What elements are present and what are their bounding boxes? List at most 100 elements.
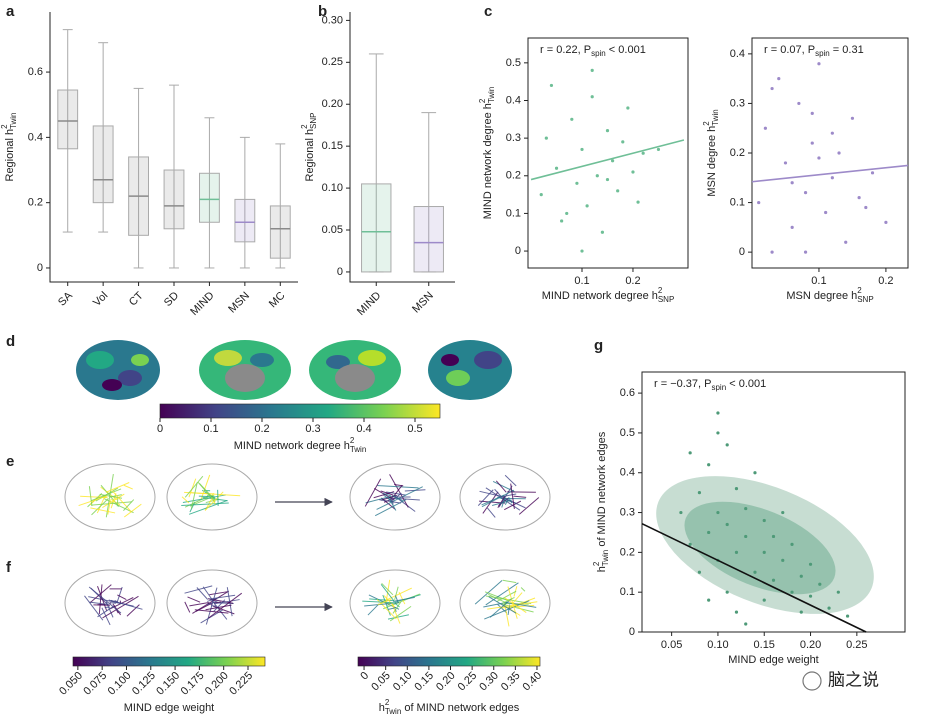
edge — [107, 500, 111, 515]
y-tick-label: 0 — [37, 262, 43, 274]
edge — [217, 489, 219, 506]
x-tick-label: 0.05 — [661, 639, 682, 651]
point — [744, 506, 748, 511]
panel-label: g — [594, 337, 603, 354]
point — [595, 174, 599, 178]
edge — [84, 595, 104, 621]
colorbar-tick-label: 0.05 — [369, 670, 393, 694]
point — [808, 594, 813, 598]
edge — [105, 482, 130, 493]
edge — [112, 490, 132, 513]
point — [790, 181, 794, 185]
point — [590, 95, 594, 99]
colorbar-label: h2 Twin of MIND network edges — [379, 698, 520, 716]
edge — [485, 582, 519, 606]
x-tick-label: MIND — [188, 290, 216, 318]
colorbar-tick-label: 0.050 — [57, 670, 85, 698]
box — [57, 89, 79, 150]
brain-lateral-left — [76, 340, 160, 400]
edge — [97, 585, 108, 611]
colorbar-tick-label: 0.35 — [499, 670, 523, 694]
label-sub: Twin — [487, 87, 496, 103]
colorbar-tick-label: 0.1 — [203, 423, 218, 435]
label-main: h — [379, 702, 385, 714]
edge — [387, 496, 397, 511]
y-tick-label: 0.4 — [506, 94, 521, 106]
point — [605, 129, 610, 133]
point — [565, 211, 569, 216]
point — [830, 176, 834, 180]
x-tick-label: 0.2 — [625, 275, 640, 287]
panel-label: c — [484, 3, 492, 20]
edge — [209, 591, 228, 596]
edge — [207, 597, 219, 602]
point — [837, 151, 841, 155]
point — [799, 610, 803, 614]
fit-line — [641, 522, 867, 633]
label-sup: 2 — [857, 286, 862, 295]
x-tick-label: SD — [162, 290, 181, 309]
edge — [504, 500, 522, 511]
colorbar-tick-label: 0.4 — [356, 423, 371, 435]
label-tail: of MIND network edges — [596, 431, 608, 549]
axis — [349, 12, 455, 283]
point — [575, 181, 579, 185]
edge — [206, 600, 218, 606]
label-main: MIND edge weight — [728, 654, 819, 666]
point — [679, 510, 683, 515]
edge — [388, 607, 397, 610]
edge — [209, 594, 236, 600]
y-tick-label: 0.2 — [506, 170, 521, 182]
edge — [389, 474, 409, 508]
point — [762, 518, 766, 523]
edge — [97, 605, 116, 618]
point — [631, 170, 635, 174]
edge — [394, 586, 399, 600]
edge — [391, 602, 401, 624]
point — [734, 550, 739, 554]
edge — [184, 585, 213, 594]
panel-label: a — [6, 3, 15, 20]
edge — [191, 492, 241, 497]
edge — [398, 591, 406, 605]
label-sub: Twin — [711, 109, 720, 125]
edge — [117, 594, 127, 601]
colorbar-tick-label: 0.175 — [179, 670, 207, 698]
brain-medial-left — [199, 340, 291, 400]
point — [781, 558, 785, 562]
edge — [102, 493, 125, 508]
edge — [497, 604, 508, 614]
edge — [487, 601, 538, 610]
edge — [377, 598, 392, 606]
edge — [385, 579, 391, 605]
edge — [387, 614, 409, 620]
colorbar — [72, 656, 266, 667]
y-axis-label: MSN degree h2Twin — [702, 109, 720, 196]
edge — [123, 484, 133, 490]
plot-frame — [527, 37, 689, 269]
point — [817, 62, 821, 66]
brain-outline — [166, 569, 258, 637]
colorbar-tick-label: 0.15 — [412, 670, 436, 694]
colorbar — [159, 403, 441, 419]
label-main: MIND network degree h — [482, 103, 494, 219]
point — [790, 542, 794, 547]
edge — [501, 603, 534, 613]
y-tick-label: 0.6 — [28, 66, 43, 78]
y-tick-label: 0.3 — [620, 506, 635, 518]
colorbar-tick-label: 0.25 — [456, 670, 480, 694]
edge — [520, 587, 526, 592]
label-tail: < 0.001 — [726, 378, 766, 390]
colorbar-tick-label: 0.3 — [305, 423, 320, 435]
point — [539, 192, 543, 197]
box — [413, 206, 444, 273]
edge — [88, 486, 93, 507]
edge — [501, 596, 515, 604]
box — [163, 169, 185, 230]
plot-frame — [641, 371, 906, 633]
label-sup: 2 — [0, 124, 9, 129]
point — [544, 136, 548, 140]
edge — [495, 480, 507, 493]
colorbar-tick-label: 0 — [358, 670, 371, 683]
point — [777, 77, 781, 81]
